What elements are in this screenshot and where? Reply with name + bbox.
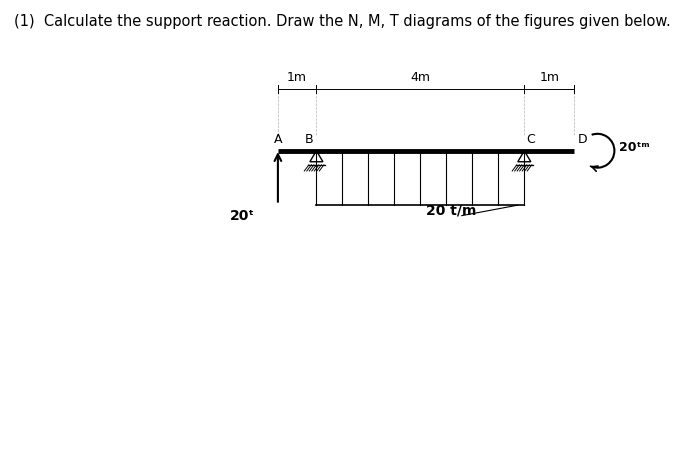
Text: B: B [304, 132, 313, 145]
Text: A: A [274, 132, 282, 145]
Text: D: D [578, 132, 588, 145]
Text: 20 t/m: 20 t/m [426, 203, 476, 217]
Text: (1)  Calculate the support reaction. Draw the N, M, T diagrams of the figures gi: (1) Calculate the support reaction. Draw… [14, 14, 671, 29]
Text: 1m: 1m [539, 71, 559, 84]
Text: 20ᵗᵐ: 20ᵗᵐ [619, 141, 650, 154]
Text: 1m: 1m [287, 71, 307, 84]
Text: 4m: 4m [410, 71, 430, 84]
Text: 20ᵗ: 20ᵗ [230, 209, 255, 223]
Text: C: C [526, 132, 535, 145]
